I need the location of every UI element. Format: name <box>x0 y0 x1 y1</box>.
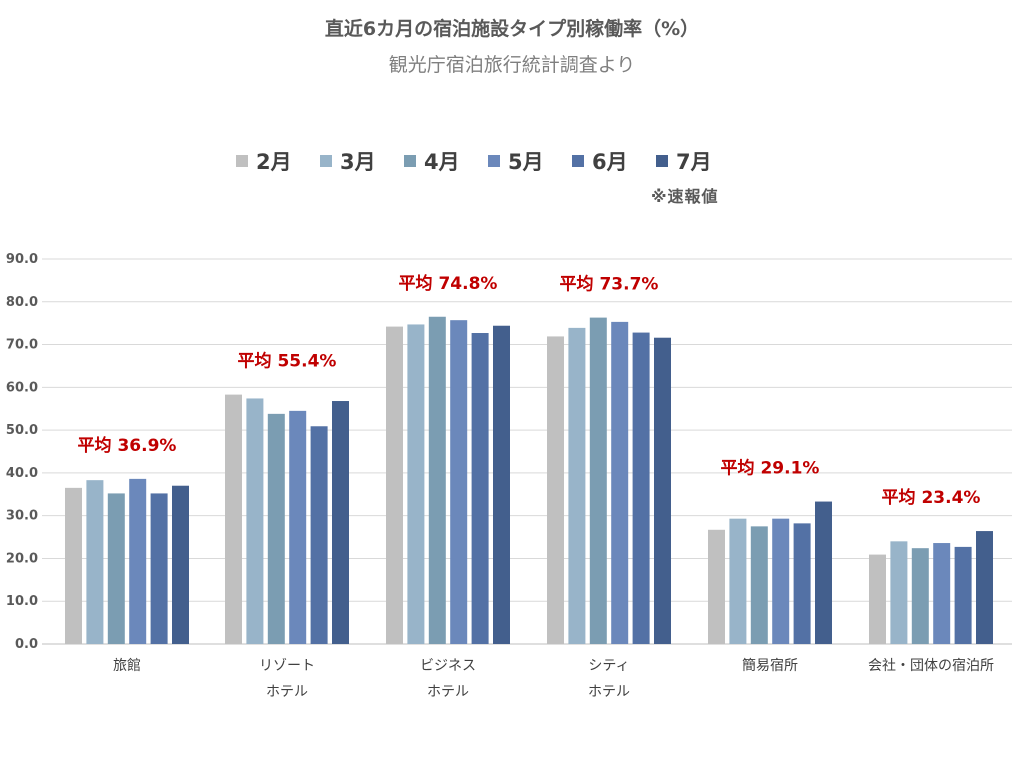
legend-label: 5月 <box>508 150 544 174</box>
bar <box>869 554 886 644</box>
category-label: 会社・団体の宿泊所 <box>868 657 994 674</box>
bar <box>750 526 768 644</box>
category-label: ホテル <box>266 684 308 700</box>
bar <box>890 541 908 644</box>
bar <box>471 333 489 644</box>
y-tick-label: 80.0 <box>6 295 38 310</box>
y-tick-label: 50.0 <box>6 423 38 438</box>
bar <box>933 543 951 644</box>
category-label: 旅館 <box>113 657 141 674</box>
category-label: ホテル <box>588 684 630 700</box>
chart-title: 直近6カ月の宿泊施設タイプ別稼働率（%） <box>324 18 700 40</box>
average-label: 平均 23.4% <box>882 487 981 508</box>
y-tick-label: 0.0 <box>15 637 38 652</box>
bar <box>611 321 629 644</box>
bar <box>547 336 564 644</box>
legend-swatch <box>320 155 332 167</box>
category-label: シティ <box>588 658 629 674</box>
bar <box>289 410 307 644</box>
bar <box>632 332 650 644</box>
bar <box>493 325 510 644</box>
bar <box>772 518 790 644</box>
y-tick-label: 30.0 <box>6 509 38 524</box>
bar <box>954 546 972 644</box>
legend-label: 2月 <box>256 150 292 174</box>
bar <box>386 326 403 644</box>
legend-item: 2月 <box>236 146 320 176</box>
bar <box>129 478 147 644</box>
bar <box>86 480 104 644</box>
legend-item: 6月 <box>572 146 656 176</box>
bar <box>589 317 607 644</box>
legend-label: 6月 <box>592 150 628 174</box>
bar <box>815 501 832 644</box>
category-label: リゾート <box>259 658 315 674</box>
bar <box>708 529 725 644</box>
legend-item: 5月 <box>488 146 572 176</box>
y-tick-label: 90.0 <box>6 252 38 267</box>
category-label: 簡易宿所 <box>742 657 798 674</box>
bar <box>267 413 285 644</box>
bar <box>65 487 82 644</box>
y-tick-label: 70.0 <box>6 338 38 353</box>
bar <box>332 401 349 644</box>
legend-swatch <box>488 155 500 167</box>
preliminary-note: ※速報値 <box>651 187 719 206</box>
y-tick-label: 40.0 <box>6 466 38 481</box>
average-label: 平均 73.7% <box>560 274 659 295</box>
legend-swatch <box>236 155 248 167</box>
legend-swatch <box>404 155 416 167</box>
bar <box>407 324 425 644</box>
legend-label: 3月 <box>340 150 376 174</box>
average-label: 平均 29.1% <box>721 458 820 479</box>
average-label: 平均 36.9% <box>78 435 177 456</box>
bar <box>107 493 125 644</box>
average-label: 平均 55.4% <box>238 351 337 372</box>
bar <box>793 523 811 644</box>
bar <box>450 320 468 644</box>
y-tick-label: 20.0 <box>6 551 38 566</box>
legend-swatch <box>656 155 668 167</box>
chart-legend: 2月 3月 4月 5月 6月 7月 <box>236 146 740 176</box>
bar <box>976 531 993 644</box>
legend-swatch <box>572 155 584 167</box>
bar <box>568 327 586 644</box>
legend-label: 4月 <box>424 150 460 174</box>
bar <box>172 485 189 644</box>
y-tick-label: 60.0 <box>6 380 38 395</box>
bar <box>246 398 264 644</box>
bar <box>225 394 242 644</box>
legend-label: 7月 <box>676 150 712 174</box>
legend-item: 3月 <box>320 146 404 176</box>
chart-subtitle: 観光庁宿泊旅行統計調査より <box>388 54 636 76</box>
bar <box>428 316 446 644</box>
bar <box>654 337 671 644</box>
bar <box>911 548 929 644</box>
legend-item: 7月 <box>656 146 740 176</box>
category-label: ビジネス <box>420 658 476 674</box>
bar <box>150 493 168 644</box>
legend-item: 4月 <box>404 146 488 176</box>
y-tick-label: 10.0 <box>6 594 38 609</box>
category-label: ホテル <box>427 684 469 700</box>
average-label: 平均 74.8% <box>399 273 498 294</box>
bar <box>729 518 747 644</box>
bar <box>310 426 328 644</box>
